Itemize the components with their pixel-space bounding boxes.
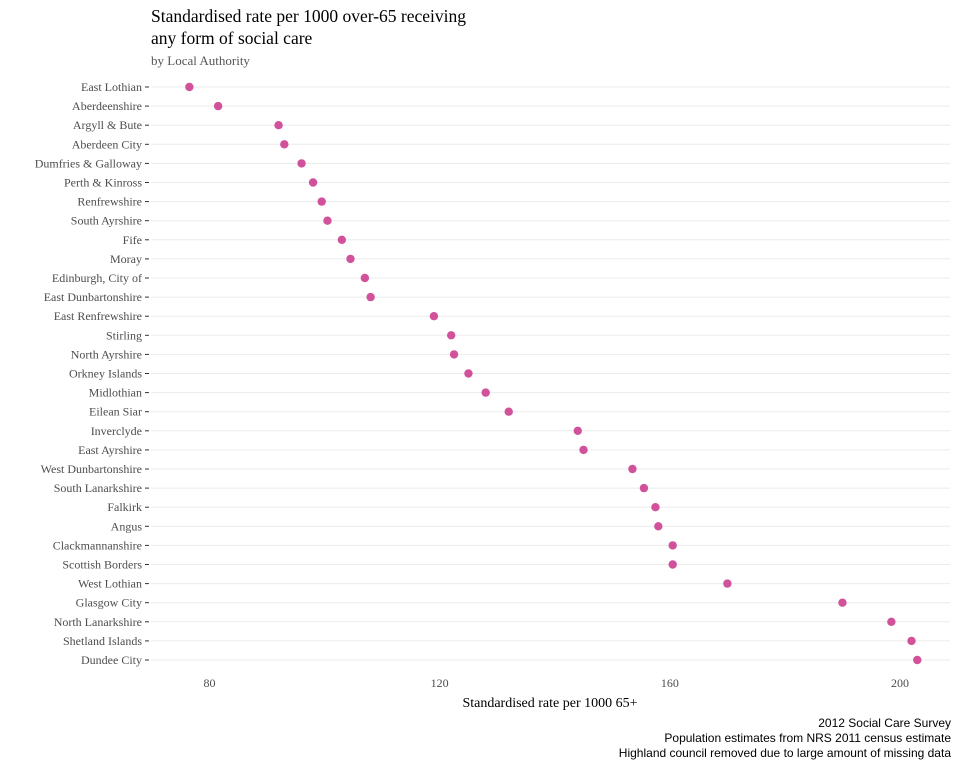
y-tick-label: Argyll & Bute — [73, 118, 142, 132]
chart-title-line-2: any form of social care — [151, 28, 313, 48]
data-point — [446, 331, 456, 340]
y-tick-label: South Lanarkshire — [54, 481, 142, 495]
data-point — [668, 560, 677, 569]
data-point — [651, 503, 660, 512]
data-point — [366, 292, 375, 302]
data-point — [308, 178, 318, 187]
y-tick-label: Orkney Islands — [69, 367, 142, 381]
y-tick-label: Dundee City — [81, 653, 142, 667]
y-tick-label: Angus — [111, 519, 143, 533]
data-point — [323, 216, 332, 225]
data-point — [481, 388, 490, 397]
y-tick-label: Aberdeenshire — [72, 99, 142, 113]
y-tick-label: Edinburgh, City of — [52, 271, 142, 285]
y-tick-label: Eilean Siar — [89, 405, 142, 419]
y-tick-label: Renfrewshire — [77, 195, 142, 209]
y-tick-label: South Ayrshire — [71, 214, 142, 228]
y-tick-label: West Dunbartonshire — [41, 462, 142, 476]
chart-subtitle: by Local Authority — [151, 53, 250, 68]
data-point — [639, 483, 649, 493]
data-point — [668, 541, 677, 550]
chart-title: Standardised rate per 1000 over-65 recei… — [151, 5, 571, 49]
x-tick-label: 160 — [661, 676, 679, 690]
data-point — [317, 197, 326, 206]
data-point — [449, 350, 459, 359]
y-tick-label: Stirling — [106, 328, 142, 342]
data-point — [464, 369, 473, 378]
y-tick-label: Fife — [123, 233, 142, 247]
data-point — [654, 522, 663, 531]
data-point — [913, 655, 922, 665]
y-tick-label: Moray — [110, 252, 142, 266]
y-tick-label: Perth & Kinross — [64, 176, 142, 190]
data-point — [429, 312, 439, 321]
y-tick-label: Falkirk — [107, 500, 142, 514]
data-point — [346, 254, 355, 264]
y-tick-label: Scottish Borders — [62, 558, 142, 572]
y-tick-label: Inverclyde — [91, 424, 142, 438]
y-tick-label: Shetland Islands — [63, 634, 142, 648]
y-axis-labels: East Lothian Aberdeenshire Argyll & Bute Ab… — [35, 80, 143, 667]
data-point — [297, 159, 306, 168]
y-tick-label: East Ayrshire — [78, 443, 142, 457]
data-point — [907, 636, 916, 646]
data-point — [573, 426, 582, 435]
data-point — [628, 464, 637, 474]
data-point — [280, 140, 289, 149]
data-points — [185, 82, 922, 665]
data-point — [723, 579, 732, 588]
x-axis-title: Standardised rate per 1000 65+ — [462, 696, 637, 711]
data-point — [360, 273, 370, 283]
data-point — [504, 407, 513, 416]
caption-line-3: Highland council removed due to large am… — [618, 746, 951, 760]
y-tick-label: Dumfries & Galloway — [35, 156, 142, 170]
y-tick-label: East Dunbartonshire — [44, 290, 142, 304]
chart-title-line-1: Standardised rate per 1000 over-65 recei… — [151, 6, 467, 26]
data-point — [838, 598, 847, 607]
data-point — [579, 445, 588, 455]
data-point — [213, 101, 223, 111]
grid — [151, 86, 950, 661]
data-point — [185, 82, 194, 92]
caption-line-1: 2012 Social Care Survey — [818, 716, 951, 730]
caption: 2012 Social Care Survey Population estim… — [619, 716, 951, 761]
data-point — [337, 235, 347, 244]
y-tick-label: East Lothian — [81, 80, 142, 94]
y-tick-label: West Lothian — [78, 577, 142, 591]
x-axis-labels: 80 120 160 200 — [204, 676, 910, 690]
x-tick-label: 120 — [431, 676, 449, 690]
x-tick-label: 80 — [204, 676, 216, 690]
data-point — [887, 617, 896, 626]
data-point — [274, 121, 283, 130]
caption-line-2: Population estimates from NRS 2011 censu… — [664, 731, 951, 745]
y-tick-label: North Ayrshire — [71, 347, 142, 361]
y-tick-label: East Renfrewshire — [54, 309, 142, 323]
y-tick-label: Clackmannanshire — [53, 538, 142, 552]
y-tick-label: Glasgow City — [76, 596, 142, 610]
y-tick-label: Midlothian — [89, 386, 142, 400]
y-axis-ticks — [145, 86, 149, 661]
x-tick-label: 200 — [891, 676, 909, 690]
y-tick-label: Aberdeen City — [72, 137, 142, 151]
y-tick-label: North Lanarkshire — [54, 615, 142, 629]
